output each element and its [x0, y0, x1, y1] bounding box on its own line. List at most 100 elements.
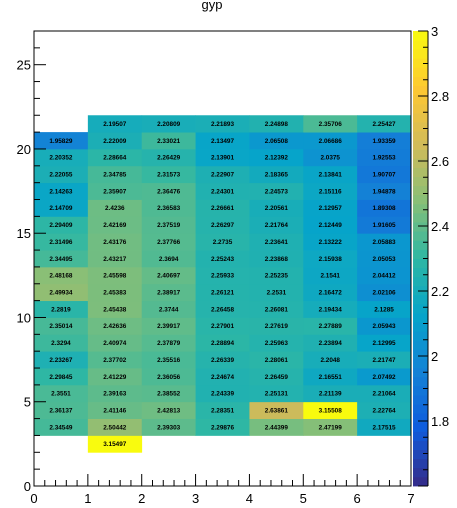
heatmap-cell: [141, 418, 196, 436]
heatmap-cell: [195, 368, 250, 386]
cell-value-label: 2.1541: [320, 273, 340, 280]
heatmap-cell: [303, 384, 358, 403]
cell-value-label: 2.31573: [157, 172, 181, 179]
heatmap-cell: [195, 418, 250, 436]
y-tick-label: 20: [17, 142, 31, 157]
cell-value-label: 2.25235: [265, 273, 289, 280]
cell-value-label: 2.06508: [265, 138, 289, 145]
heatmap-cell: [87, 148, 143, 167]
cell-value-label: 2.41229: [103, 374, 127, 381]
cell-value-label: 2.23894: [319, 340, 343, 347]
heatmap-cell: [357, 384, 412, 403]
cell-value-label: 2.29876: [211, 424, 235, 431]
cell-value-label: 2.38552: [157, 391, 181, 398]
cell-value-label: 2.12995: [373, 340, 397, 347]
cell-value-label: 2.22764: [373, 407, 397, 414]
heatmap-cell: [249, 418, 304, 436]
x-axis: 0 1 2 3 4 5 6 7: [30, 474, 415, 506]
heatmap-cell: [249, 148, 304, 167]
cell-value-label: 2.04412: [373, 273, 397, 280]
heatmap-cell: [141, 334, 196, 352]
color-scale-segment: [413, 222, 428, 232]
cell-value-label: 2.36137: [49, 407, 73, 414]
color-scale-segment: [413, 313, 428, 323]
color-scale-segment: [413, 194, 428, 205]
heatmap-cell: [141, 182, 196, 200]
color-scale-segment: [413, 85, 428, 96]
cell-value-label: 2.21764: [265, 222, 289, 229]
cell-value-label: 2.26459: [265, 374, 289, 381]
color-scale-segment: [413, 40, 428, 50]
heatmap-cell: [34, 351, 89, 369]
heatmap-cell: [141, 384, 196, 403]
cell-value-label: 2.37702: [103, 357, 127, 364]
cell-value-label: 2.42636: [103, 323, 127, 330]
heatmap-cell: [249, 266, 304, 285]
color-scale-segment: [413, 331, 428, 341]
cell-value-label: 2.39917: [157, 323, 181, 330]
cell-value-label: 2.24573: [265, 188, 289, 195]
color-scale-tick-label: 2.6: [431, 154, 449, 169]
x-tick-label: 4: [246, 491, 253, 506]
color-scale-segment: [413, 158, 428, 168]
color-scale-segment: [413, 149, 428, 159]
heatmap-cell: [249, 250, 304, 268]
color-scale-segment: [413, 449, 428, 460]
color-scale-segment: [413, 358, 428, 369]
cell-value-label: 2.13841: [319, 172, 343, 179]
color-scale-segment: [413, 58, 428, 68]
cell-value-label: 2.25963: [265, 340, 289, 347]
cell-value-label: 2.4236: [105, 205, 125, 212]
cell-value-label: 2.37519: [157, 222, 181, 229]
cell-value-label: 2.48168: [49, 273, 73, 280]
heatmap-cell: [249, 401, 304, 419]
cell-value-label: 2.35516: [157, 357, 181, 364]
y-tick-label: 25: [17, 58, 31, 73]
cell-value-label: 2.21064: [373, 391, 397, 398]
heatmap-cell: [357, 148, 412, 167]
heatmap-cell: [303, 199, 358, 217]
heatmap-cell: [195, 233, 250, 251]
cell-value-label: 2.47199: [319, 424, 343, 431]
color-scale-tick-label: 2: [431, 349, 438, 364]
heatmap-cell: [87, 283, 143, 302]
heatmap-cell: [357, 266, 412, 285]
cell-value-label: 2.27901: [211, 323, 235, 330]
heatmap-cell: [357, 300, 412, 318]
heatmap-cell: [141, 148, 196, 167]
heatmap-cell: [87, 368, 143, 386]
color-scale-segment: [413, 203, 428, 214]
cell-value-label: 2.12392: [265, 155, 289, 162]
cell-value-label: 2.18365: [265, 172, 289, 179]
heatmap-cell: [303, 418, 358, 436]
cell-value-label: 2.13222: [319, 239, 343, 246]
heatmap-cell: [249, 233, 304, 251]
color-scale-segment: [413, 140, 428, 150]
heatmap-cell: [195, 182, 250, 200]
color-scale-segment: [413, 167, 428, 177]
cell-value-label: 1.95829: [49, 138, 73, 145]
cell-value-label: 3.15508: [319, 407, 343, 414]
cell-value-label: 2.25243: [211, 256, 235, 263]
cell-value-label: 2.24301: [211, 188, 235, 195]
color-scale-segment: [413, 422, 428, 432]
cell-value-label: 2.24674: [211, 374, 235, 381]
x-tick-label: 3: [192, 491, 199, 506]
heatmap-cell: [141, 266, 196, 285]
cell-value-label: 2.0375: [320, 155, 340, 162]
heatmap-cell: [249, 384, 304, 403]
color-scale-segment: [413, 267, 428, 278]
cell-value-label: 2.22009: [103, 138, 127, 145]
cell-value-label: 2.23641: [265, 239, 289, 246]
heatmap-cell: [34, 233, 89, 251]
heatmap-cell: [249, 368, 304, 386]
heatmap-cell-labels: 3.15497 2.34549 2.50442 2.39303 2.29876 2.443…: [49, 121, 396, 448]
color-scale-segment: [413, 294, 428, 305]
cell-value-label: 1.89308: [373, 205, 397, 212]
heatmap-cell: [303, 283, 358, 302]
cell-value-label: 2.43176: [103, 239, 127, 246]
heatmap-cell: [34, 199, 89, 217]
heatmap-cell: [303, 233, 358, 251]
cell-value-label: 2.28061: [265, 357, 289, 364]
cell-value-label: 1.91605: [373, 222, 397, 229]
